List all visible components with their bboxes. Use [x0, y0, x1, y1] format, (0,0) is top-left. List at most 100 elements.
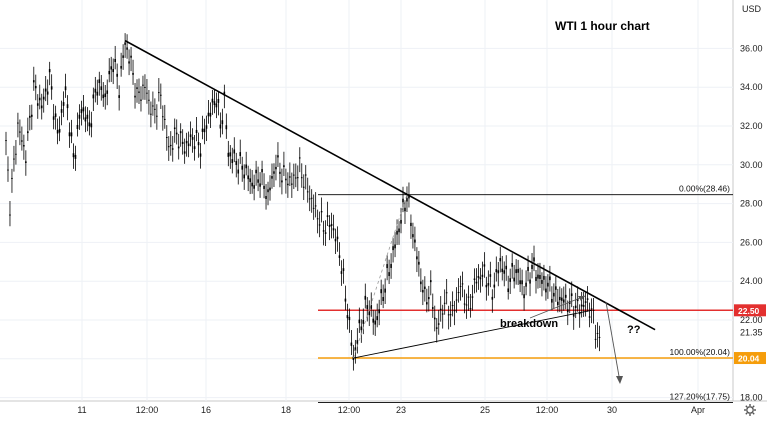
candle-body — [44, 88, 47, 92]
candle-body — [453, 310, 456, 312]
candle-body — [138, 91, 140, 93]
price-layer — [5, 33, 601, 371]
candle-body — [195, 129, 198, 133]
candle-body — [302, 186, 305, 188]
ascending-trendline — [353, 309, 592, 359]
candle-body — [338, 255, 341, 258]
candle-body — [465, 304, 468, 306]
candle-body — [545, 288, 547, 293]
candle-body — [98, 79, 101, 84]
candle-body — [94, 88, 97, 93]
candle-body — [112, 68, 114, 73]
candle-body — [221, 120, 224, 125]
candle-body — [459, 285, 462, 287]
candle-body — [449, 314, 452, 316]
candle-body — [437, 323, 440, 325]
candle-body — [110, 66, 113, 70]
candle-body — [291, 183, 293, 185]
candle-body — [493, 284, 496, 288]
candle-body — [243, 174, 245, 179]
candle-body — [314, 205, 317, 207]
candle-body — [134, 95, 136, 98]
candle-body — [287, 183, 289, 186]
candle-body — [378, 309, 380, 314]
candle-body — [177, 146, 180, 149]
candle-body — [106, 90, 109, 94]
candle-body — [90, 123, 93, 128]
candle-body — [513, 277, 515, 282]
y-tick-label: 32.00 — [740, 121, 763, 131]
candle-body — [366, 305, 369, 309]
candle-body — [572, 314, 575, 317]
candle-body — [382, 297, 384, 302]
candle-body — [249, 178, 251, 182]
candle-body — [511, 263, 513, 267]
candle-body — [414, 239, 416, 243]
candle-body — [169, 144, 172, 147]
candle-body — [120, 65, 122, 69]
candle-body — [463, 303, 466, 305]
candle-body — [46, 91, 49, 95]
candle-body — [273, 171, 275, 174]
candle-body — [23, 145, 25, 147]
x-tick-label: 11 — [77, 405, 86, 415]
annotation-question: ?? — [627, 324, 641, 336]
annotation-breakdown: breakdown — [500, 318, 558, 330]
x-tick-label: 25 — [480, 405, 490, 415]
candle-body — [588, 316, 591, 318]
fib-level-label: 127.20%(17.75) — [670, 391, 731, 401]
candle-body — [50, 86, 53, 90]
price-tag-box — [734, 304, 766, 317]
candle-body — [19, 131, 21, 133]
candle-body — [191, 137, 194, 140]
candle-body — [241, 165, 244, 170]
candle-body — [576, 298, 579, 302]
candle-body — [158, 92, 160, 94]
candle-body — [205, 125, 208, 129]
candle-body — [66, 104, 69, 109]
candle-body — [213, 101, 216, 106]
candle-body — [586, 298, 589, 300]
candle-body — [481, 274, 484, 277]
candle-body — [64, 86, 67, 91]
dashed-rebound-line — [352, 194, 408, 359]
candle-body — [471, 296, 474, 298]
candle-body — [225, 125, 228, 130]
grid-layer — [0, 0, 733, 401]
candle-body — [27, 131, 29, 134]
candle-body — [78, 114, 81, 119]
candle-body — [342, 268, 345, 272]
candle-body — [398, 228, 400, 233]
candle-body — [114, 58, 116, 63]
candle-body — [596, 332, 599, 334]
candle-body — [257, 179, 259, 183]
breakdown-arrow — [529, 295, 586, 319]
candle-body — [392, 246, 394, 251]
price-tag-box — [734, 352, 766, 365]
gear-icon[interactable] — [744, 404, 756, 416]
candle-body — [485, 284, 488, 288]
candle-body — [68, 132, 71, 137]
candle-body — [54, 113, 57, 117]
candle-body — [424, 286, 426, 289]
candle-body — [160, 94, 162, 96]
x-tick-label: 12:00 — [536, 405, 559, 415]
candle-body — [265, 196, 267, 199]
candle-body — [566, 309, 569, 313]
candle-body — [580, 304, 583, 307]
candle-body — [477, 276, 480, 278]
candle-body — [15, 153, 17, 155]
candle-body — [318, 224, 321, 226]
candle-body — [108, 70, 111, 75]
candle-body — [271, 176, 273, 179]
candle-body — [362, 320, 365, 324]
candle-body — [507, 288, 510, 293]
candle-body — [562, 299, 565, 303]
candle-body — [48, 69, 51, 73]
candle-body — [193, 146, 196, 150]
candle-body — [555, 286, 557, 290]
candle-body — [25, 161, 27, 163]
candle-body — [340, 271, 343, 274]
candle-body — [86, 114, 89, 119]
